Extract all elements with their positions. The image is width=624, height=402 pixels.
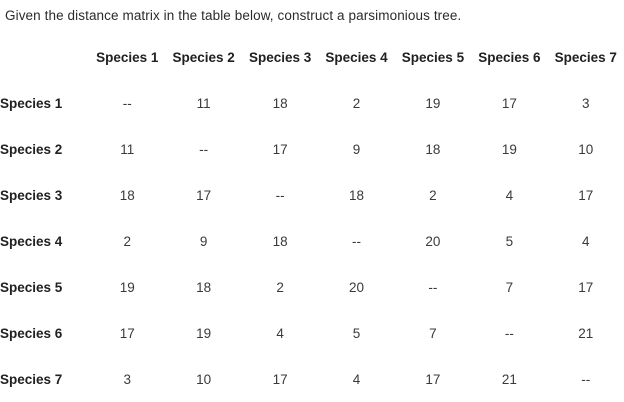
distance-cell: 3	[582, 95, 590, 111]
table-row-species-7: Species 7 3 10 17 4 17 21 --	[0, 356, 624, 402]
distance-cell: 3	[123, 371, 131, 387]
row-header-species-2: Species 2	[0, 141, 63, 157]
distance-cell: --	[122, 95, 132, 111]
distance-cell: 2	[123, 233, 131, 249]
row-header-species-6: Species 6	[0, 325, 63, 341]
table-row-species-2: Species 2 11 -- 17 9 18 19 10	[0, 126, 624, 172]
table-row-species-6: Species 6 17 19 4 5 7 -- 21	[0, 310, 624, 356]
distance-cell: 20	[425, 233, 441, 249]
row-header-species-1: Species 1	[0, 95, 63, 111]
column-header-species-4: Species 4	[325, 49, 388, 65]
table-row-species-4: Species 4 2 9 18 -- 20 5 4	[0, 218, 624, 264]
column-header-species-6: Species 6	[478, 49, 541, 65]
row-header-species-4: Species 4	[0, 233, 63, 249]
distance-cell: 7	[505, 279, 514, 295]
column-header-species-5: Species 5	[401, 49, 465, 65]
distance-cell: 17	[196, 187, 212, 203]
distance-cell: --	[504, 325, 514, 341]
distance-cell: 18	[119, 187, 135, 203]
distance-cell: 4	[505, 187, 514, 203]
distance-cell: 17	[578, 279, 594, 295]
question-text: Given the distance matrix in the table b…	[5, 8, 462, 23]
distance-cell: 7	[429, 325, 437, 341]
distance-cell: 2	[429, 187, 437, 203]
row-header-species-3: Species 3	[0, 187, 63, 203]
distance-cell: 21	[501, 371, 517, 387]
distance-cell: 18	[272, 95, 288, 111]
distance-cell: 2	[352, 95, 361, 111]
distance-cell: 5	[505, 233, 514, 249]
distance-cell: 19	[119, 279, 135, 295]
column-header-species-3: Species 3	[248, 49, 312, 65]
distance-cell: 18	[272, 233, 288, 249]
distance-cell: 9	[352, 141, 361, 157]
distance-cell: 9	[199, 233, 208, 249]
distance-cell: 11	[120, 141, 135, 157]
column-header-species-1: Species 1	[96, 49, 159, 65]
distance-cell: 10	[578, 141, 594, 157]
distance-cell: 5	[352, 325, 361, 341]
distance-cell: 11	[196, 95, 211, 111]
distance-cell: 4	[582, 233, 590, 249]
table-row-species-5: Species 5 19 18 2 20 -- 7 17	[0, 264, 624, 310]
row-header-species-5: Species 5	[0, 279, 63, 295]
distance-cell: 18	[425, 141, 441, 157]
distance-cell: 19	[196, 325, 212, 341]
distance-cell: 17	[119, 325, 135, 341]
distance-cell: 17	[425, 371, 441, 387]
distance-cell: 4	[352, 371, 361, 387]
distance-cell: 18	[196, 279, 212, 295]
column-header-species-7: Species 7	[554, 49, 617, 65]
distance-cell: --	[581, 371, 591, 387]
table-header-row: Species 1 Species 2 Species 3 Species 4 Spec…	[0, 34, 624, 80]
distance-cell: 17	[272, 141, 288, 157]
distance-matrix-table: Species 1 Species 2 Species 3 Species 4 Spec…	[0, 34, 624, 402]
distance-cell: 21	[578, 325, 594, 341]
distance-cell: 20	[348, 279, 365, 295]
distance-cell: --	[199, 141, 209, 157]
corner-cell	[0, 34, 89, 80]
distance-cell: 17	[578, 187, 594, 203]
distance-cell: 18	[348, 187, 365, 203]
table-row-species-1: Species 1 -- 11 18 2 19 17 3	[0, 80, 624, 126]
distance-cell: 17	[272, 371, 288, 387]
distance-cell: 17	[501, 95, 517, 111]
distance-cell: 10	[196, 371, 212, 387]
distance-cell: --	[352, 233, 361, 249]
distance-cell: 2	[276, 279, 284, 295]
distance-cell: 19	[501, 141, 517, 157]
row-header-species-7: Species 7	[0, 371, 63, 387]
distance-cell: 4	[276, 325, 284, 341]
distance-cell: --	[275, 187, 285, 203]
distance-cell: --	[428, 279, 438, 295]
table-row-species-3: Species 3 18 17 -- 18 2 4 17	[0, 172, 624, 218]
column-header-species-2: Species 2	[172, 49, 235, 65]
distance-cell: 19	[425, 95, 441, 111]
